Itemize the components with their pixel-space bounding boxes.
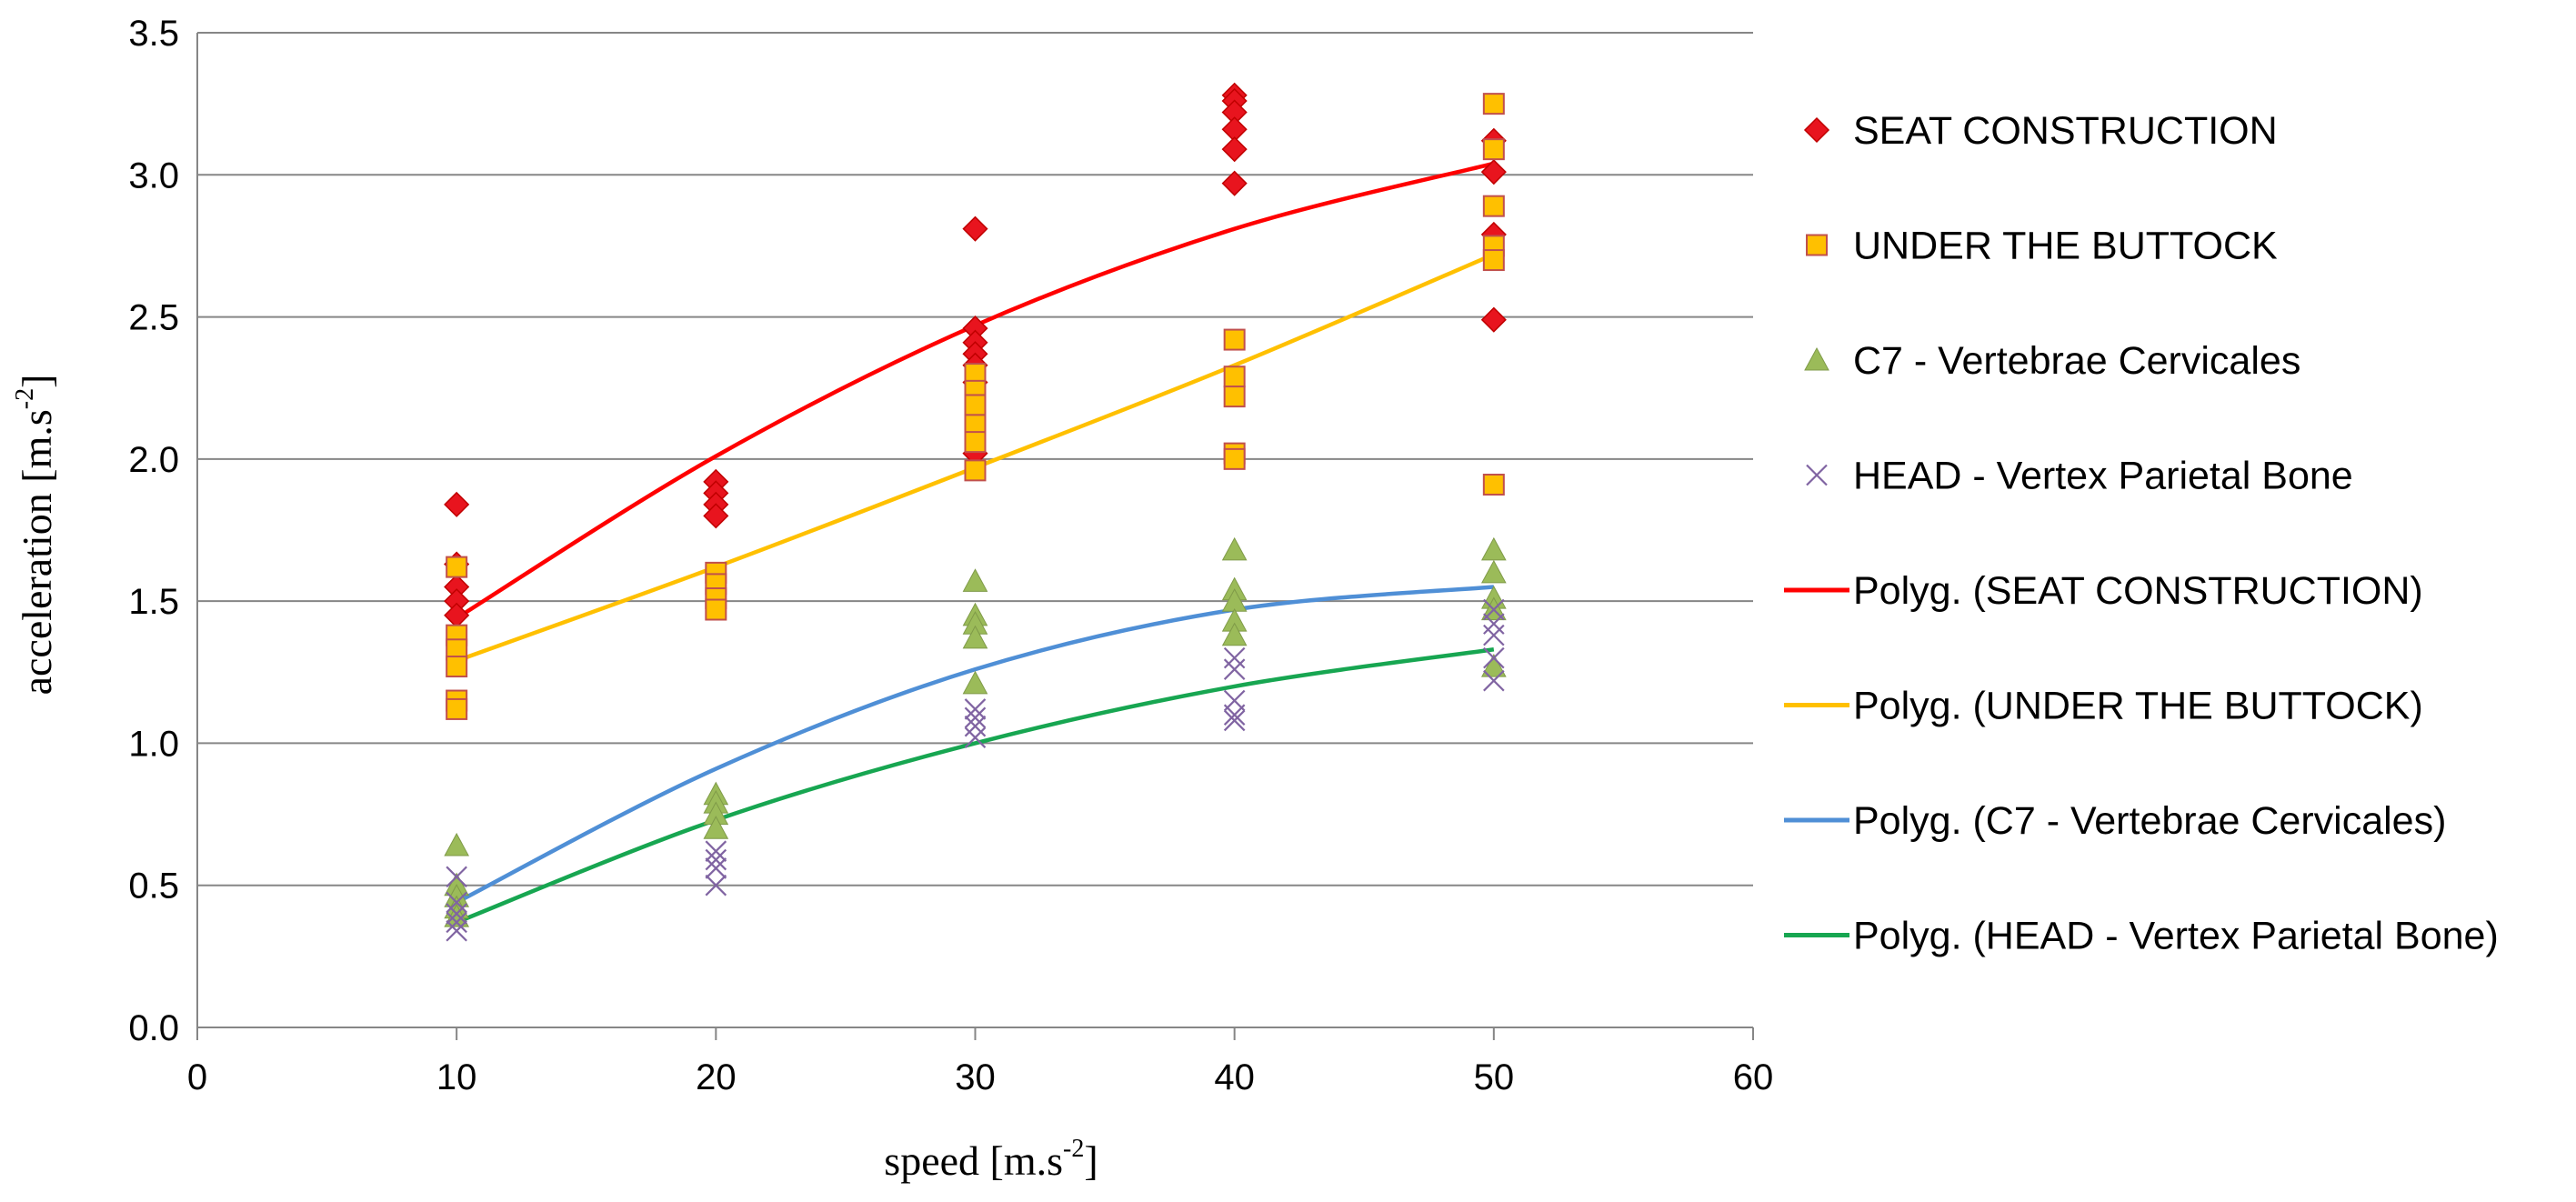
legend-marker bbox=[1804, 346, 1829, 371]
x-axis-title: speed [m.s-2] bbox=[884, 1135, 1098, 1184]
y-tick-label: 2.5 bbox=[128, 298, 179, 338]
legend-item: Polyg. (C7 - Vertebrae Cervicales) bbox=[1784, 799, 2446, 843]
point-under-the-buttock bbox=[1482, 249, 1505, 272]
legend-item: Polyg. (HEAD - Vertex Parietal Bone) bbox=[1784, 915, 2499, 958]
x-tick-label: 40 bbox=[1214, 1057, 1255, 1097]
axes: 0.0 0.5 1.0 1.5 2.0 2.5 3.0 3.5 0 10 20 30 40 50 60 bbox=[128, 14, 1773, 1097]
point-under-the-buttock bbox=[446, 697, 468, 720]
point-under-the-buttock bbox=[964, 431, 987, 454]
point-under-the-buttock bbox=[1223, 447, 1246, 470]
legend-item: HEAD - Vertex Parietal Bone bbox=[1806, 455, 2353, 498]
legend-label: UNDER THE BUTTOCK bbox=[1853, 225, 2278, 268]
legend-item: SEAT CONSTRUCTION bbox=[1803, 109, 2278, 153]
point-c7-vertebrae-cervicales bbox=[444, 832, 470, 856]
point-under-the-buttock bbox=[446, 556, 468, 578]
point-head-vertex-parietal-bone bbox=[705, 857, 727, 879]
point-seat-construction bbox=[1221, 170, 1248, 196]
point-head-vertex-parietal-bone bbox=[705, 874, 727, 896]
x-tick-label: 10 bbox=[436, 1057, 477, 1097]
x-tick-label: 0 bbox=[187, 1057, 207, 1097]
point-c7-vertebrae-cervicales bbox=[1480, 653, 1507, 677]
legend-item: Polyg. (SEAT CONSTRUCTION) bbox=[1784, 569, 2423, 613]
point-head-vertex-parietal-bone bbox=[446, 866, 467, 888]
legend-label: Polyg. (C7 - Vertebrae Cervicales) bbox=[1853, 799, 2446, 843]
legend-marker bbox=[1803, 116, 1830, 144]
point-seat-construction bbox=[444, 491, 470, 517]
y-tick-label: 2.0 bbox=[128, 440, 179, 480]
point-seat-construction bbox=[1480, 159, 1507, 185]
point-head-vertex-parietal-bone bbox=[1483, 669, 1505, 692]
point-under-the-buttock bbox=[964, 459, 987, 482]
point-head-vertex-parietal-bone bbox=[705, 840, 727, 862]
point-seat-construction bbox=[444, 602, 470, 628]
y-tick-label: 0.5 bbox=[128, 866, 179, 907]
y-tick-label: 1.5 bbox=[128, 582, 179, 622]
legend-marker bbox=[1806, 234, 1828, 256]
y-tick-label: 3.0 bbox=[128, 155, 179, 195]
legend-label: Polyg. (HEAD - Vertex Parietal Bone) bbox=[1853, 915, 2499, 958]
legend-label: C7 - Vertebrae Cervicales bbox=[1853, 339, 2300, 383]
point-head-vertex-parietal-bone bbox=[964, 715, 987, 737]
legend-label: Polyg. (UNDER THE BUTTOCK) bbox=[1853, 685, 2423, 728]
point-c7-vertebrae-cervicales bbox=[962, 625, 988, 649]
point-c7-vertebrae-cervicales bbox=[703, 816, 729, 839]
point-head-vertex-parietal-bone bbox=[1223, 658, 1246, 680]
y-axis-title: acceleration [m.s-2] bbox=[11, 375, 60, 696]
point-under-the-buttock bbox=[1482, 93, 1505, 115]
point-head-vertex-parietal-bone bbox=[1223, 709, 1246, 732]
point-head-vertex-parietal-bone bbox=[1483, 624, 1505, 646]
legend-marker bbox=[1806, 464, 1828, 486]
point-head-vertex-parietal-bone bbox=[964, 706, 987, 729]
point-seat-construction bbox=[703, 503, 729, 529]
point-head-vertex-parietal-bone bbox=[1223, 646, 1246, 669]
point-c7-vertebrae-cervicales bbox=[1221, 536, 1248, 561]
trendlines bbox=[455, 161, 1495, 925]
y-tick-label: 0.0 bbox=[128, 1008, 179, 1048]
point-under-the-buttock bbox=[1482, 473, 1505, 496]
y-tick-label: 1.0 bbox=[128, 724, 179, 764]
legend-item: Polyg. (UNDER THE BUTTOCK) bbox=[1784, 685, 2423, 728]
x-tick-label: 60 bbox=[1733, 1057, 1774, 1097]
data-points bbox=[444, 82, 1507, 942]
legend-item: UNDER THE BUTTOCK bbox=[1806, 225, 2278, 268]
point-head-vertex-parietal-bone bbox=[446, 891, 467, 914]
point-under-the-buttock bbox=[1482, 138, 1505, 161]
point-head-vertex-parietal-bone bbox=[1223, 704, 1246, 726]
point-head-vertex-parietal-bone bbox=[1483, 613, 1505, 635]
point-head-vertex-parietal-bone bbox=[446, 911, 467, 934]
point-seat-construction bbox=[1221, 136, 1248, 163]
point-under-the-buttock bbox=[705, 598, 727, 621]
point-under-the-buttock bbox=[1223, 366, 1246, 388]
point-head-vertex-parietal-bone bbox=[446, 919, 467, 942]
legend: SEAT CONSTRUCTION UNDER THE BUTTOCK C7 - V… bbox=[1784, 109, 2499, 958]
point-head-vertex-parietal-bone bbox=[964, 698, 987, 720]
x-tick-label: 30 bbox=[955, 1057, 996, 1097]
x-tick-label: 20 bbox=[696, 1057, 737, 1097]
point-head-vertex-parietal-bone bbox=[1483, 646, 1505, 669]
point-head-vertex-parietal-bone bbox=[964, 726, 987, 748]
legend-label: SEAT CONSTRUCTION bbox=[1853, 109, 2278, 153]
point-c7-vertebrae-cervicales bbox=[1480, 559, 1507, 584]
y-tick-label: 3.5 bbox=[128, 14, 179, 54]
point-head-vertex-parietal-bone bbox=[446, 903, 467, 925]
x-tick-label: 50 bbox=[1474, 1057, 1515, 1097]
point-c7-vertebrae-cervicales bbox=[962, 568, 988, 592]
legend-label: Polyg. (SEAT CONSTRUCTION) bbox=[1853, 569, 2423, 613]
point-seat-construction bbox=[1480, 306, 1507, 333]
trendline-polyg-c7-vertebrae-cervicales bbox=[456, 585, 1495, 905]
point-c7-vertebrae-cervicales bbox=[1480, 536, 1507, 561]
point-c7-vertebrae-cervicales bbox=[962, 670, 988, 695]
legend-item: C7 - Vertebrae Cervicales bbox=[1804, 339, 2300, 383]
legend-label: HEAD - Vertex Parietal Bone bbox=[1853, 455, 2353, 498]
trendline-polyg-head-vertex-parietal-bone bbox=[456, 647, 1495, 925]
point-under-the-buttock bbox=[1223, 328, 1246, 351]
point-head-vertex-parietal-bone bbox=[705, 848, 727, 871]
point-under-the-buttock bbox=[1482, 195, 1505, 217]
point-under-the-buttock bbox=[964, 394, 987, 416]
point-c7-vertebrae-cervicales bbox=[1221, 622, 1248, 646]
point-seat-construction bbox=[962, 215, 988, 242]
point-under-the-buttock bbox=[1223, 386, 1246, 408]
point-under-the-buttock bbox=[446, 656, 468, 678]
